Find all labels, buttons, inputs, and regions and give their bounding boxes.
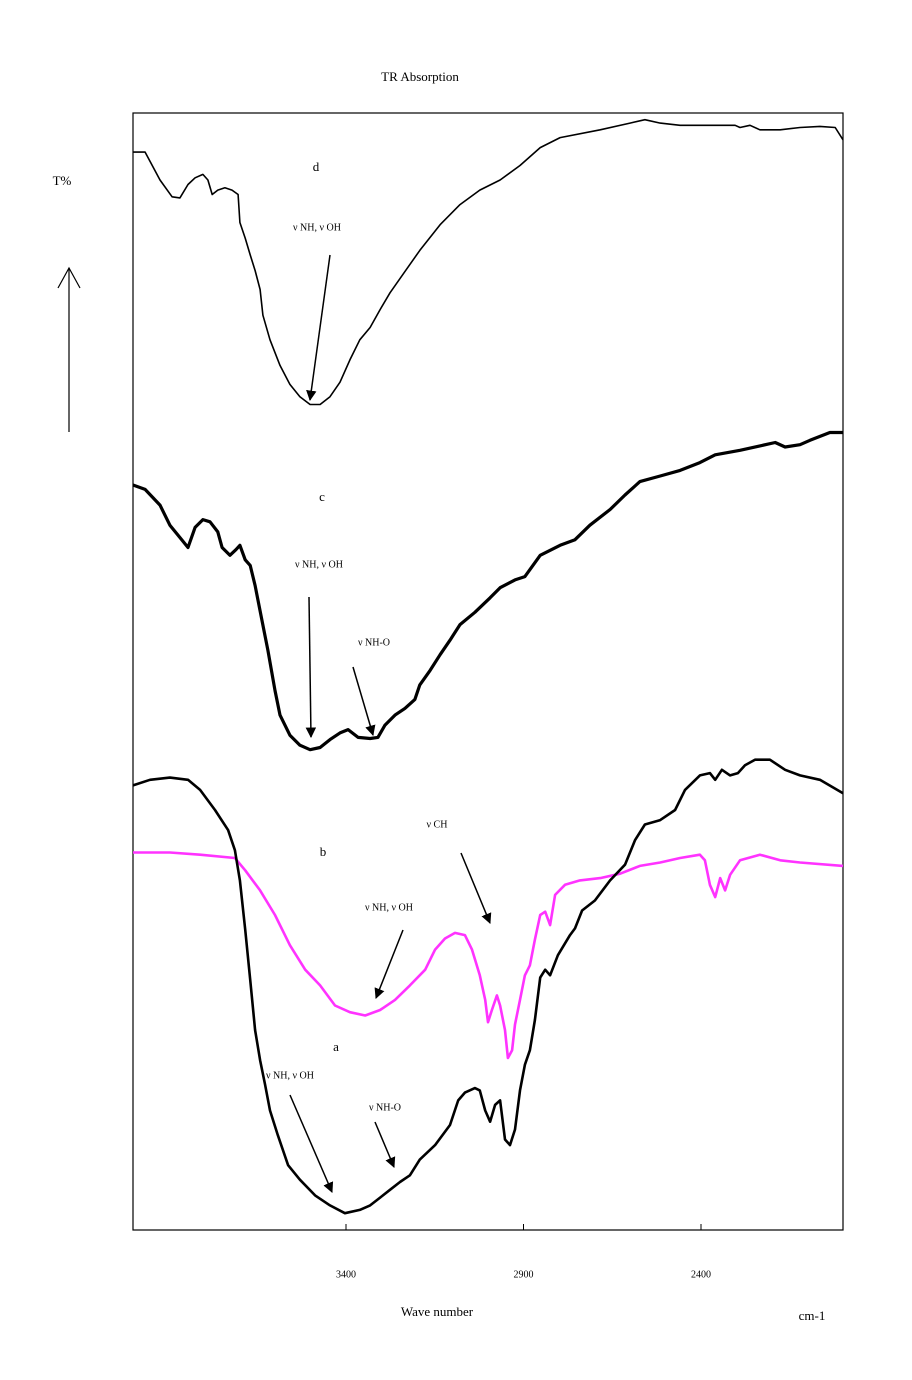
annotation: ν CH xyxy=(427,819,448,830)
series-label: d xyxy=(313,159,320,174)
x-axis-label: Wave number xyxy=(401,1304,474,1319)
x-tick-label: 2400 xyxy=(691,1269,711,1280)
annotation-arrows xyxy=(289,254,492,1193)
x-tick-label: 3400 xyxy=(336,1269,356,1280)
plot-frame xyxy=(132,112,844,1231)
spectrum-line xyxy=(132,430,843,752)
x-tick-label: 2900 xyxy=(514,1269,534,1280)
annotation: ν NH, ν OH xyxy=(295,559,343,570)
annotation: ν NH-O xyxy=(358,637,390,648)
y-arrow xyxy=(57,266,81,432)
annotation: ν NH, ν OH xyxy=(266,1070,314,1081)
x-unit-label: cm-1 xyxy=(799,1308,826,1323)
annotation: ν NH-O xyxy=(369,1102,401,1113)
spectrum-line xyxy=(132,758,844,1215)
series-label: a xyxy=(333,1039,339,1054)
spectrum-line xyxy=(133,118,844,406)
series-label: b xyxy=(320,844,327,859)
y-axis-label: T% xyxy=(53,173,72,188)
chart-title: TR Absorption xyxy=(381,69,459,84)
annotation: ν NH, ν OH xyxy=(293,222,341,233)
annotation: ν NH, ν OH xyxy=(365,902,413,913)
spectrum-line xyxy=(133,851,844,1060)
series-label: c xyxy=(319,489,325,504)
